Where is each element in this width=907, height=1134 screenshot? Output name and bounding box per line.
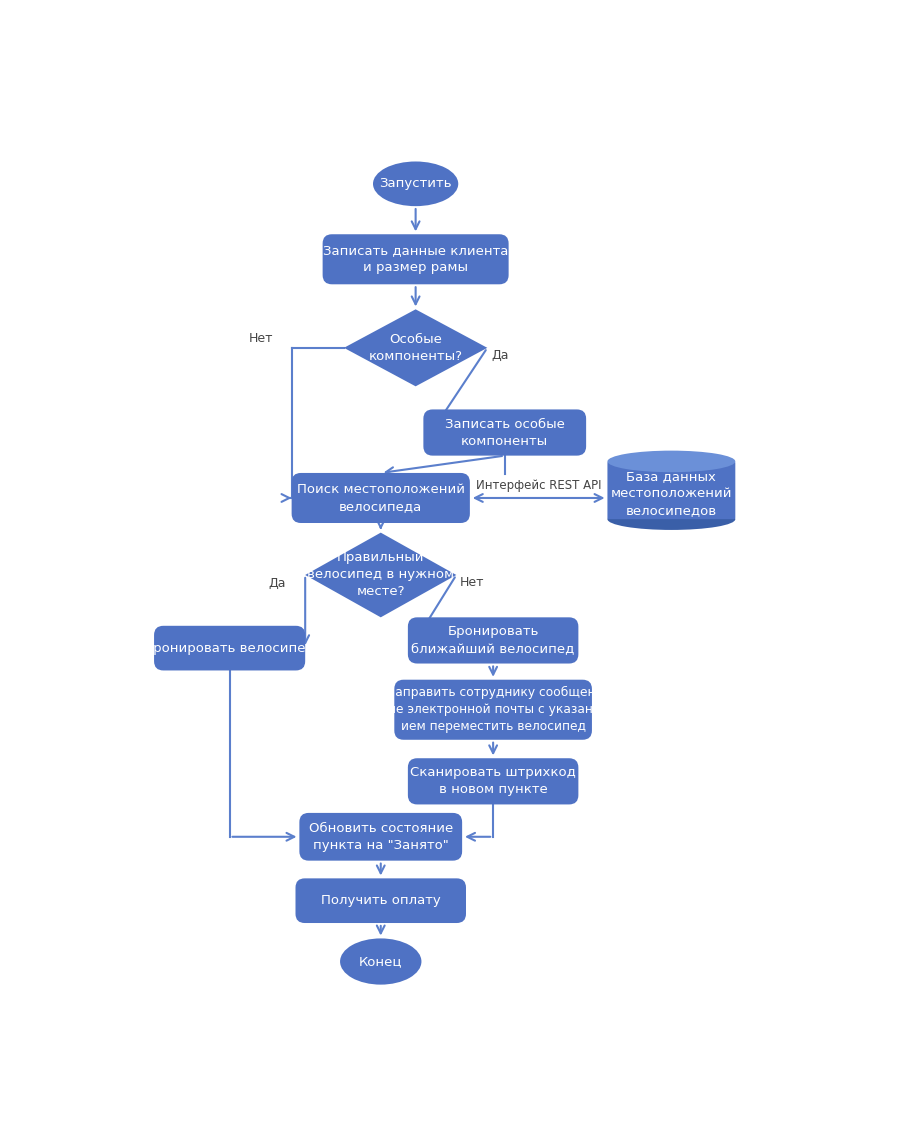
Ellipse shape xyxy=(373,161,458,206)
Text: Особые
компоненты?: Особые компоненты? xyxy=(368,333,463,363)
FancyBboxPatch shape xyxy=(292,473,470,523)
Text: Обновить состояние
пункта на "Занято": Обновить состояние пункта на "Занято" xyxy=(308,822,453,852)
Text: Правильный
велосипед в нужном
месте?: Правильный велосипед в нужном месте? xyxy=(307,551,454,599)
Ellipse shape xyxy=(608,508,736,530)
FancyBboxPatch shape xyxy=(299,813,463,861)
Text: Да: Да xyxy=(268,577,286,591)
Ellipse shape xyxy=(608,450,736,472)
FancyBboxPatch shape xyxy=(408,759,579,804)
Text: Да: Да xyxy=(492,348,509,362)
Text: Нет: Нет xyxy=(460,576,484,589)
FancyBboxPatch shape xyxy=(323,235,509,285)
Text: Направить сотруднику сообщен-
ие электронной почты с указан-
ием переместить вел: Направить сотруднику сообщен- ие электро… xyxy=(386,686,600,734)
Ellipse shape xyxy=(340,939,422,984)
Text: Сканировать штрихкод
в новом пункте: Сканировать штрихкод в новом пункте xyxy=(410,767,576,796)
FancyBboxPatch shape xyxy=(395,679,592,739)
Polygon shape xyxy=(305,533,456,617)
Text: База данных
местоположений
велосипедов: База данных местоположений велосипедов xyxy=(610,469,732,517)
Text: Конец: Конец xyxy=(359,955,403,968)
FancyBboxPatch shape xyxy=(424,409,586,456)
Text: Поиск местоположений
велосипеда: Поиск местоположений велосипеда xyxy=(297,483,464,513)
Text: Интерфейс REST API: Интерфейс REST API xyxy=(476,479,601,492)
Text: Нет: Нет xyxy=(249,331,274,345)
FancyBboxPatch shape xyxy=(296,879,466,923)
FancyBboxPatch shape xyxy=(408,617,579,663)
Text: Записать данные клиента
и размер рамы: Записать данные клиента и размер рамы xyxy=(323,244,508,274)
Text: Записать особые
компоненты: Записать особые компоненты xyxy=(444,417,565,448)
Text: Получить оплату: Получить оплату xyxy=(321,895,441,907)
Text: Бронировать велосипед: Бронировать велосипед xyxy=(144,642,315,654)
Polygon shape xyxy=(344,310,487,387)
Text: Запустить: Запустить xyxy=(379,177,452,191)
FancyBboxPatch shape xyxy=(154,626,305,670)
FancyBboxPatch shape xyxy=(608,462,736,519)
Text: Бронировать
ближайший велосипед: Бронировать ближайший велосипед xyxy=(412,626,575,655)
